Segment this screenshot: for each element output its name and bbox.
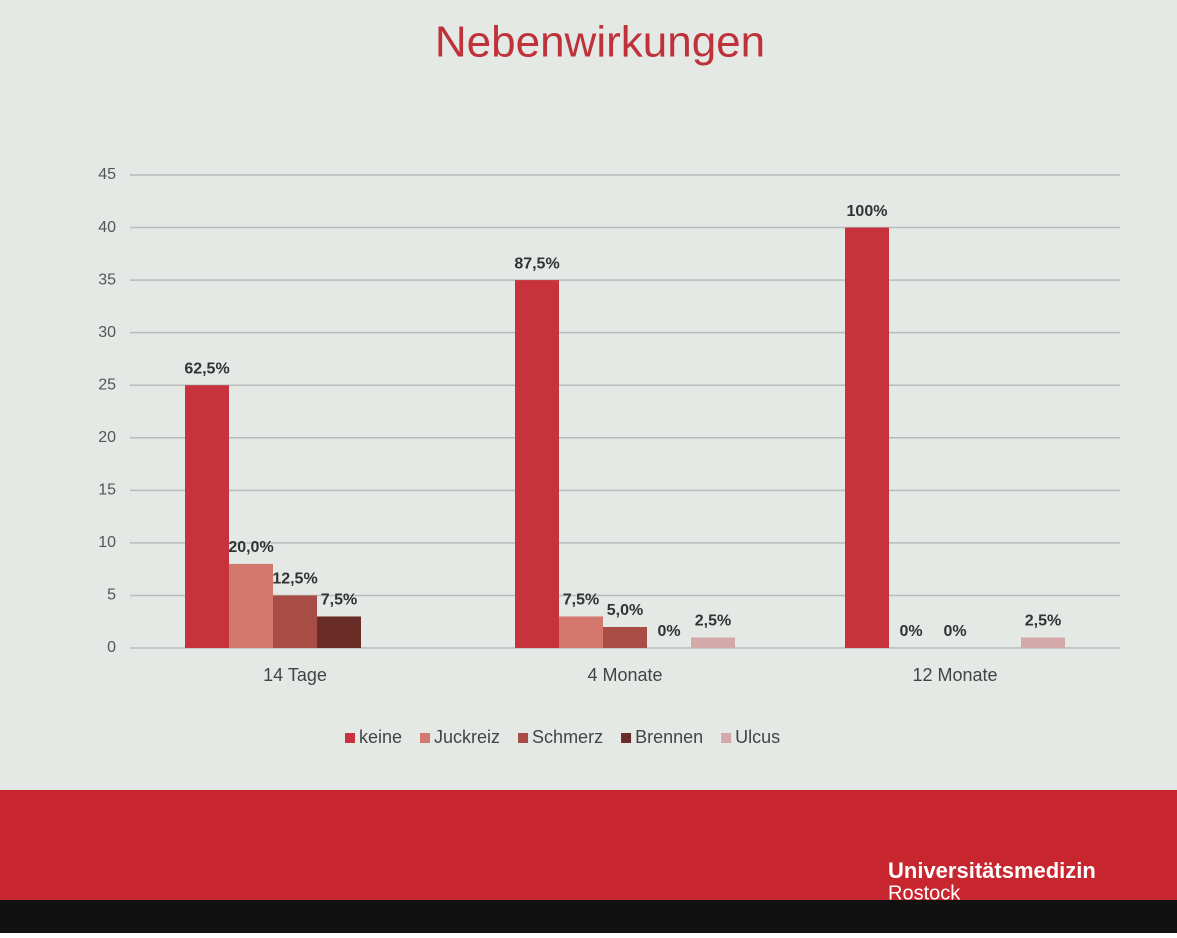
footer-brand: Universitätsmedizin	[888, 858, 1096, 883]
y-tick-label: 20	[98, 429, 116, 446]
footer-city: Rostock	[888, 882, 961, 904]
data-label: 0%	[657, 623, 680, 640]
data-label: 7,5%	[563, 592, 599, 609]
y-tick-label: 15	[98, 482, 116, 499]
y-tick-label: 40	[98, 219, 116, 236]
y-tick-label: 35	[98, 271, 116, 288]
data-label: 7,5%	[321, 592, 357, 609]
bar	[229, 563, 273, 648]
data-label: 5,0%	[607, 602, 643, 619]
data-label: 62,5%	[184, 360, 229, 377]
bar	[515, 280, 559, 648]
data-label: 20,0%	[228, 539, 273, 556]
data-label: 2,5%	[1025, 613, 1061, 630]
data-label: 87,5%	[514, 255, 559, 272]
bar	[845, 227, 889, 649]
y-tick-label: 25	[98, 376, 116, 393]
legend-swatch	[420, 733, 431, 743]
x-tick-label: 12 Monate	[912, 665, 997, 685]
y-tick-label: 30	[98, 324, 116, 341]
data-label: 12,5%	[272, 571, 317, 588]
legend-swatch	[621, 733, 632, 743]
data-label: 100%	[847, 203, 888, 220]
bar	[1021, 637, 1065, 648]
legend-swatch	[721, 733, 732, 743]
y-tick-label: 0	[107, 639, 116, 656]
bar	[273, 595, 317, 648]
bar	[603, 626, 647, 648]
legend-label: Schmerz	[532, 727, 603, 747]
x-tick-label: 14 Tage	[263, 665, 327, 685]
data-label: 0%	[899, 623, 922, 640]
chart-title: Nebenwirkungen	[435, 18, 765, 67]
legend-swatch	[518, 733, 529, 743]
legend-label: keine	[359, 727, 402, 747]
bottom-edge	[0, 900, 1177, 933]
legend-label: Brennen	[635, 727, 703, 747]
x-tick-label: 4 Monate	[587, 665, 662, 685]
bar	[185, 385, 229, 648]
legend-swatch	[345, 733, 355, 743]
bar	[559, 616, 603, 648]
legend-label: Juckreiz	[434, 727, 500, 747]
y-tick-label: 45	[98, 166, 116, 183]
bar	[317, 616, 361, 648]
y-tick-label: 10	[98, 534, 116, 551]
data-label: 2,5%	[695, 613, 731, 630]
data-label: 0%	[943, 623, 966, 640]
legend-label: Ulcus	[735, 727, 780, 747]
footer-band	[0, 790, 1177, 900]
bar	[691, 637, 735, 648]
y-tick-label: 5	[107, 587, 116, 604]
